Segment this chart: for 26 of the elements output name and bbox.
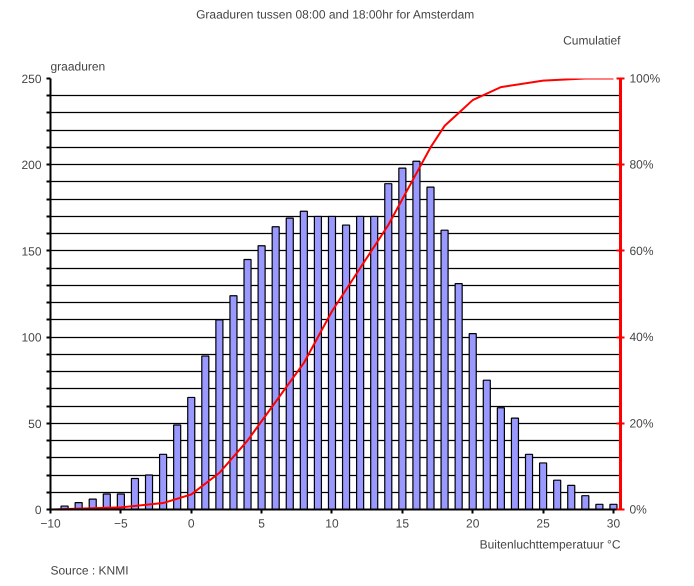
y2-tick-label: 100% bbox=[630, 72, 661, 86]
x-tick-label: 15 bbox=[396, 516, 410, 530]
chart-title: Graaduren tussen 08:00 and 18:00hr for Amsterdam bbox=[196, 8, 474, 22]
source-note: Source : KNMI bbox=[50, 564, 129, 578]
x-tick-label: −5 bbox=[114, 516, 128, 530]
y-tick-label: 50 bbox=[28, 416, 42, 431]
y2-tick-label: 60% bbox=[630, 244, 654, 258]
y2-tick-label: 20% bbox=[630, 416, 654, 430]
y2-tick-label: 0% bbox=[630, 502, 648, 516]
x-axis-title: Buitenluchttemperatuur °C bbox=[480, 538, 621, 552]
y-tick-label: 100 bbox=[21, 330, 42, 345]
y-tick-label: 200 bbox=[21, 158, 42, 172]
y-tick-label: 250 bbox=[21, 72, 42, 86]
x-tick-label: 10 bbox=[325, 516, 339, 530]
y2-axis-title: Cumulatief bbox=[563, 34, 622, 48]
y-tick-label: 150 bbox=[21, 244, 42, 258]
x-tick-label: 5 bbox=[258, 516, 266, 530]
y2-tick-label: 40% bbox=[630, 330, 654, 344]
y-axis-title: graaduren bbox=[50, 60, 106, 74]
x-tick-label: −10 bbox=[40, 516, 62, 530]
y2-tick-label: 80% bbox=[630, 158, 654, 172]
x-tick-label: 25 bbox=[536, 516, 550, 530]
x-tick-label: 20 bbox=[466, 516, 480, 530]
x-tick-label: 0 bbox=[188, 516, 195, 530]
x-tick-label: 30 bbox=[606, 516, 620, 530]
y-tick-label: 0 bbox=[34, 503, 42, 517]
